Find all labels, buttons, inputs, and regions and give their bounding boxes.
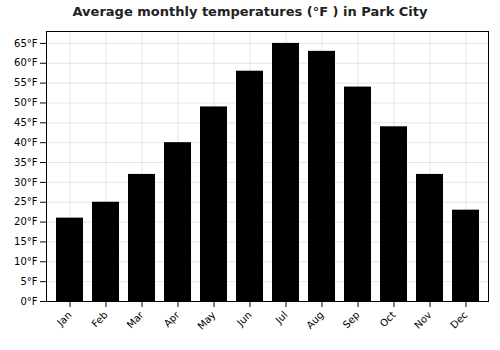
svg-text:Oct: Oct <box>378 309 398 329</box>
svg-text:35°F: 35°F <box>14 157 38 168</box>
svg-text:30°F: 30°F <box>14 177 38 188</box>
svg-text:Dec: Dec <box>448 309 469 330</box>
svg-text:May: May <box>195 309 217 331</box>
svg-text:65°F: 65°F <box>14 38 38 49</box>
svg-text:5°F: 5°F <box>20 276 37 287</box>
svg-text:Feb: Feb <box>89 309 109 329</box>
svg-text:Jul: Jul <box>273 309 290 326</box>
svg-text:20°F: 20°F <box>14 216 38 227</box>
html-text:Average monthly temperatures (: Average monthly temperatures (°F ) in Pa… <box>72 4 428 19</box>
svg-text:55°F: 55°F <box>14 77 38 88</box>
svg-text:50°F: 50°F <box>14 97 38 108</box>
svg-text:45°F: 45°F <box>14 117 38 128</box>
svg-text:15°F: 15°F <box>14 236 38 247</box>
svg-text:25°F: 25°F <box>14 196 38 207</box>
svg-text:0°F: 0°F <box>20 296 37 307</box>
svg-text:40°F: 40°F <box>14 137 38 148</box>
svg-text:Aug: Aug <box>304 309 326 331</box>
svg-text:Nov: Nov <box>412 309 434 331</box>
svg-text:Jun: Jun <box>234 309 254 329</box>
svg-text:Sep: Sep <box>341 309 362 330</box>
svg-text:Apr: Apr <box>162 309 183 330</box>
svg-text:60°F: 60°F <box>14 57 38 68</box>
svg-text:10°F: 10°F <box>14 256 38 267</box>
svg-text:Mar: Mar <box>125 309 147 331</box>
svg-text:Jan: Jan <box>54 309 73 328</box>
